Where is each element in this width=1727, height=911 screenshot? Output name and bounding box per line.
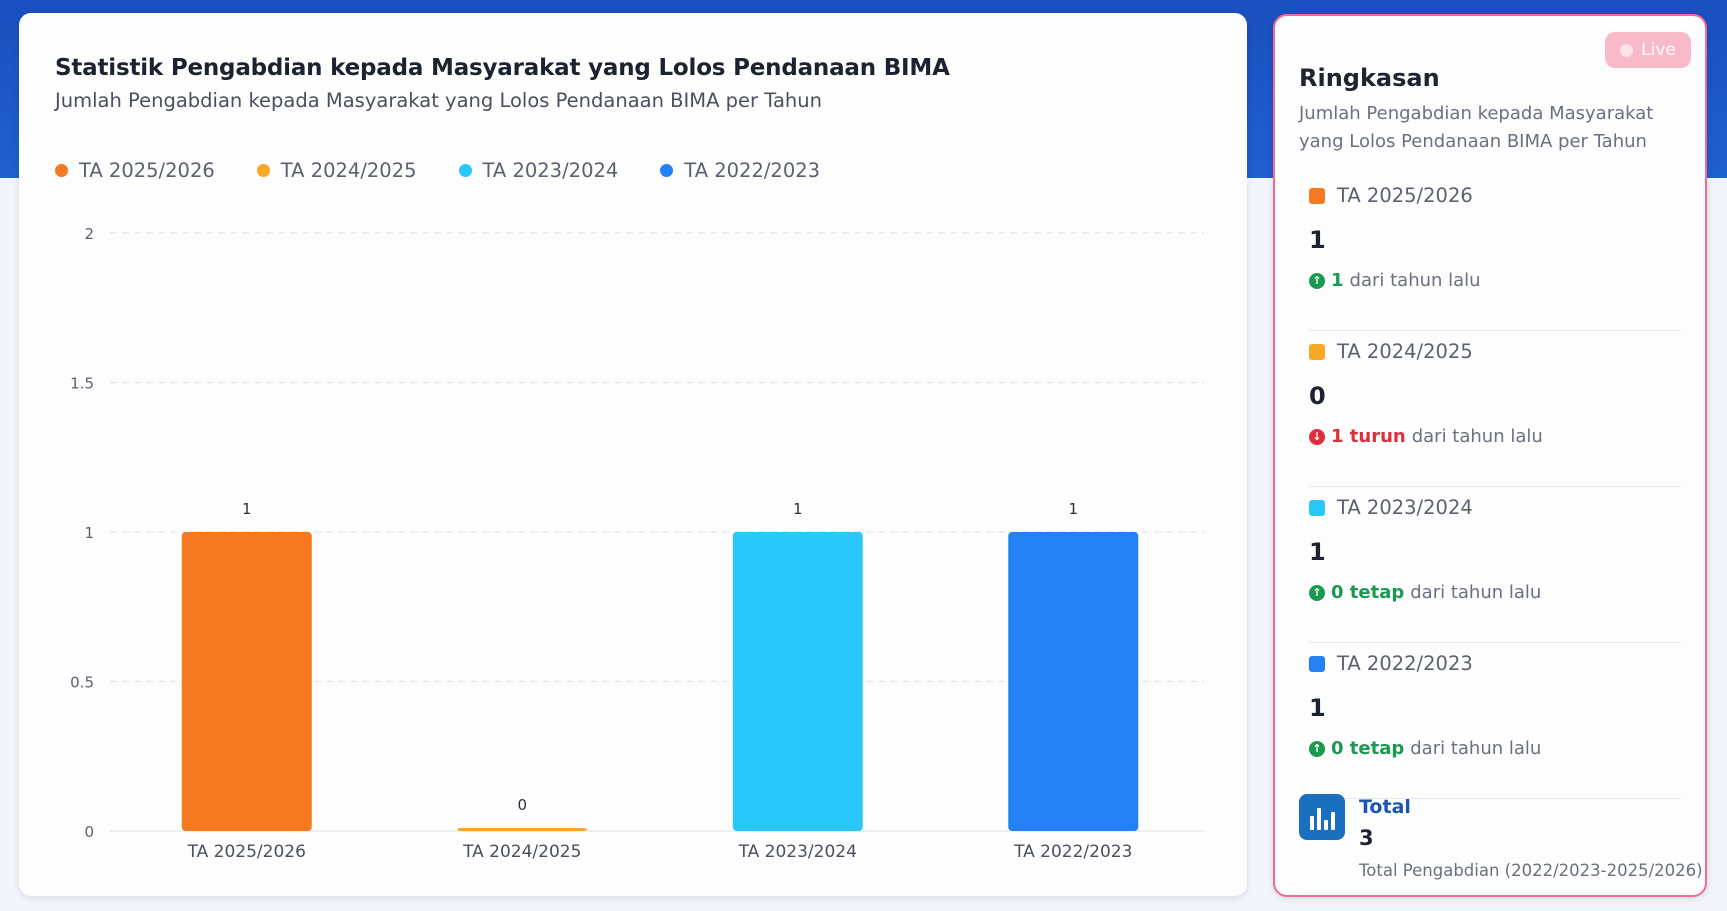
summary-item-value: 0 [1309,382,1326,410]
legend-label: TA 2023/2024 [482,159,619,182]
change-text: dari tahun lalu [1410,582,1542,603]
y-tick-label: 0 [84,823,94,841]
change-amount: 1 [1331,270,1344,291]
bar [732,532,863,831]
legend-dot-icon [55,164,68,177]
bar-chart-icon [1299,794,1345,840]
summary-item-change: ↓ 1 turun dari tahun lalu [1309,426,1543,447]
chart-title: Statistik Pengabdian kepada Masyarakat y… [55,55,950,81]
change-amount: 0 tetap [1331,582,1405,603]
summary-description: Jumlah Pengabdian kepada Masyarakat yang… [1299,103,1654,152]
summary-item-change: ↑ 0 tetap dari tahun lalu [1309,582,1541,603]
y-tick-label: 2 [84,225,94,243]
arrow-up-circle-icon: ↑ [1309,584,1325,601]
summary-card: Live Ringkasan Jumlah Pengabdian kepada … [1273,14,1707,897]
bar-value-label: 1 [1068,500,1078,518]
legend-item[interactable]: TA 2025/2026 [55,159,215,182]
legend-label: TA 2022/2023 [684,159,821,182]
summary-item-value: 1 [1309,226,1326,254]
legend-dot-icon [256,164,270,177]
bar-value-label: 1 [242,500,252,518]
summary-item-label: TA 2024/2025 [1337,340,1473,363]
bar-chart: 0 0.5 1 1.5 2 1 TA 2025/2026 0 TA 2024/2025 1 TA 2… [70,225,1204,862]
summary-title: Ringkasan [1299,64,1440,92]
live-dot-icon [1620,43,1634,57]
arrow-up-circle-icon: ↑ [1309,272,1325,289]
summary-item: TA 2022/2023 1 ↑ 0 tetap dari tahun lalu [1309,642,1681,799]
summary-item-value: 1 [1309,538,1326,566]
bar-value-label: 1 [793,500,803,518]
x-tick-label: TA 2023/2024 [738,842,857,862]
legend-dot-icon [458,164,472,177]
legend-item[interactable]: TA 2024/2025 [256,159,417,182]
change-text: dari tahun lalu [1349,270,1481,291]
live-label: Live [1641,40,1676,60]
bar [181,532,312,831]
chart-subtitle: Jumlah Pengabdian kepada Masyarakat yang… [55,89,822,112]
y-tick-label: 1.5 [70,375,94,393]
summary-item-label-row: TA 2022/2023 [1309,652,1473,675]
total-description: Total Pengabdian (2022/2023-2025/2026) [1359,861,1703,880]
arrow-down-circle-icon: ↓ [1309,428,1325,445]
total-value: 3 [1359,826,1374,850]
x-tick-label: TA 2025/2026 [187,842,306,862]
summary-item: TA 2024/2025 0 ↓ 1 turun dari tahun lalu [1309,330,1681,487]
summary-item-label: TA 2025/2026 [1337,184,1473,207]
y-tick-label: 0.5 [70,674,94,692]
legend-label: TA 2024/2025 [280,159,417,182]
y-tick-label: 1 [84,524,94,542]
total-label: Total [1359,796,1411,818]
live-badge: Live [1605,32,1691,68]
legend-dot-icon [660,164,674,177]
summary-item-label: TA 2023/2024 [1337,496,1473,519]
summary-item-change: ↑ 0 tetap dari tahun lalu [1309,738,1541,759]
color-square-icon [1309,187,1325,204]
chart-card: Statistik Pengabdian kepada Masyarakat y… [19,13,1247,896]
x-tick-label: TA 2022/2023 [1013,842,1132,862]
legend-item[interactable]: TA 2022/2023 [660,159,820,182]
color-square-icon [1309,499,1325,516]
summary-item-label-row: TA 2023/2024 [1309,496,1473,519]
color-square-icon [1309,343,1325,360]
x-tick-label: TA 2024/2025 [462,842,581,862]
bar-value-label: 0 [517,796,527,814]
summary-item-label-row: TA 2024/2025 [1309,340,1473,363]
change-text: dari tahun lalu [1411,426,1543,447]
bar [1008,532,1139,831]
summary-item-change: ↑ 1 dari tahun lalu [1309,270,1481,291]
summary-item-label-row: TA 2025/2026 [1309,184,1473,207]
bar [457,828,588,831]
chart-legend: TA 2025/2026 TA 2024/2025 TA 2023/2024 T… [55,159,862,182]
legend-label: TA 2025/2026 [79,159,215,182]
summary-item-label: TA 2022/2023 [1337,652,1473,675]
change-amount: 0 tetap [1331,738,1405,759]
summary-item: TA 2025/2026 1 ↑ 1 dari tahun lalu [1309,174,1681,331]
change-amount: 1 turun [1331,426,1406,447]
summary-item: TA 2023/2024 1 ↑ 0 tetap dari tahun lalu [1309,486,1681,643]
legend-item[interactable]: TA 2023/2024 [458,159,619,182]
arrow-up-circle-icon: ↑ [1309,740,1325,757]
color-square-icon [1309,655,1325,672]
summary-item-value: 1 [1309,694,1326,722]
change-text: dari tahun lalu [1410,738,1542,759]
